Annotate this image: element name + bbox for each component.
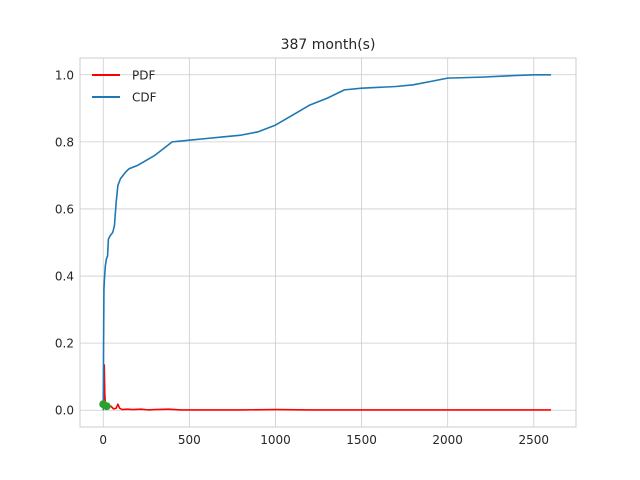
plot-area <box>80 58 576 427</box>
legend-label-pdf: PDF <box>132 69 155 83</box>
x-tick-label: 500 <box>178 433 201 447</box>
plot-frame <box>79 57 577 428</box>
y-tick-label: 0.0 <box>55 404 74 418</box>
y-tick-label: 1.0 <box>55 68 74 82</box>
chart-title: 387 month(s) <box>281 37 376 53</box>
legend: PDF CDF <box>92 69 157 105</box>
x-tick-label: 2500 <box>519 433 550 447</box>
legend-label-cdf: CDF <box>132 91 157 105</box>
x-axis-ticks: 0 500 1000 1500 2000 2500 <box>99 433 549 447</box>
y-tick-label: 0.8 <box>55 135 74 149</box>
y-tick-label: 0.4 <box>55 270 74 284</box>
x-tick-label: 1000 <box>260 433 291 447</box>
x-tick-label: 2000 <box>432 433 463 447</box>
x-tick-label: 0 <box>99 433 107 447</box>
grid <box>80 58 576 427</box>
series-line-cdf <box>102 73 552 411</box>
y-axis-ticks: 0.0 0.2 0.4 0.6 0.8 1.0 <box>55 68 74 417</box>
marker-point <box>102 402 111 411</box>
x-tick-label: 1500 <box>346 433 377 447</box>
y-tick-label: 0.2 <box>55 337 74 351</box>
point-markers <box>99 400 111 411</box>
y-tick-label: 0.6 <box>55 202 74 216</box>
